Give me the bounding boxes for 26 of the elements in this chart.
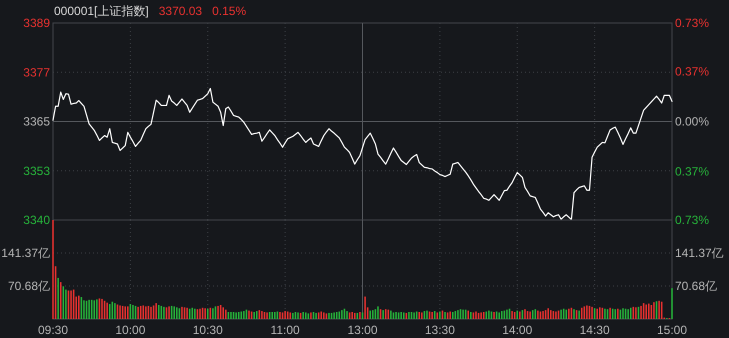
- x-tick-label: 13:30: [424, 323, 456, 337]
- y-tick-label: 3377: [23, 65, 50, 80]
- y2-tick-label: 0.37%: [675, 164, 710, 178]
- x-tick-label: 10:30: [192, 323, 224, 337]
- text: 0.15%: [212, 4, 246, 18]
- x-tick-label: 14:00: [502, 323, 533, 337]
- x-tick-label: 13:00: [347, 323, 378, 337]
- y2-tick-label: 0.73%: [675, 213, 710, 227]
- y-tick-label: 3353: [23, 164, 50, 178]
- x-tick-label: 15:00: [656, 323, 688, 337]
- y-tick-label: 3389: [23, 16, 50, 30]
- text: 3370.03: [158, 4, 202, 18]
- chart-title: 000001[上证指数]: [54, 4, 149, 18]
- y-tick-label: 3365: [23, 114, 50, 128]
- y2-tick-label: 70.68亿: [675, 278, 718, 293]
- y2-tick-label: 0.73%: [675, 16, 710, 30]
- y2-tick-label: 0.37%: [675, 64, 710, 79]
- y-tick-label: 70.68亿: [8, 278, 50, 293]
- y-tick-label: 3340: [23, 213, 50, 227]
- x-tick-label: 10:00: [115, 323, 146, 337]
- y2-tick-label: 141.37亿: [675, 246, 724, 260]
- x-tick-label: 14:30: [580, 323, 610, 337]
- x-tick-label: 11:00: [270, 323, 300, 337]
- y2-tick-label: 0.00%: [675, 114, 710, 128]
- x-tick-label: 09:30: [38, 323, 68, 337]
- y-tick-label: 141.37亿: [1, 246, 50, 260]
